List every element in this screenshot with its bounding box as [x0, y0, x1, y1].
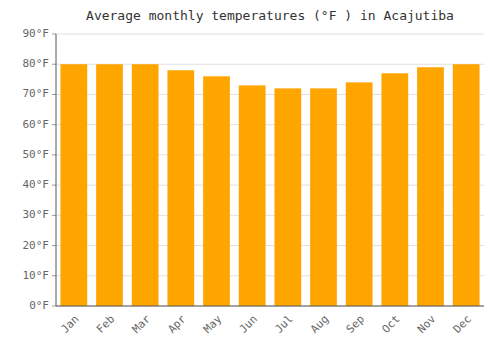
y-tick-label: 10°F [23, 269, 50, 282]
y-tick-label: 40°F [23, 178, 50, 191]
y-tick-label: 80°F [23, 57, 50, 70]
grid-line [56, 306, 484, 307]
y-axis-line [56, 34, 57, 306]
x-tick-label: Aug [308, 313, 331, 336]
y-tick [52, 154, 56, 155]
chart: 0°F 10°F 20°F 30°F 40°F 50°F 60°F 70°F 80°F 90°F J… [0, 0, 500, 350]
x-tick-label: Jun [237, 313, 260, 336]
y-axis: 0°F 10°F 20°F 30°F 40°F 50°F 60°F 70°F 80°F 90°F [23, 27, 57, 312]
x-axis-line [56, 306, 484, 307]
bar [239, 85, 266, 306]
y-tick [52, 94, 56, 95]
y-tick [52, 124, 56, 125]
x-tick-label: Sep [344, 313, 367, 336]
x-tick-label: Apr [165, 312, 189, 336]
y-tick [52, 306, 56, 307]
x-tick-label: Jul [272, 313, 295, 336]
bar [453, 64, 480, 306]
chart-container: 0°F 10°F 20°F 30°F 40°F 50°F 60°F 70°F 80°F 90°F J… [0, 0, 500, 350]
y-tick-label: 60°F [23, 118, 50, 131]
y-tick [52, 275, 56, 276]
bar [274, 88, 301, 306]
bar [381, 73, 408, 306]
y-tick-label: 20°F [23, 239, 50, 252]
bar [60, 64, 87, 306]
bar [310, 88, 337, 306]
y-grid [56, 34, 484, 306]
y-tick [52, 215, 56, 216]
y-tick [52, 245, 56, 246]
title: Average monthly temperatures (°F ) in Ac… [86, 8, 454, 23]
x-axis: Jan Feb Mar Apr May Jun Jul Aug Sep Oct Nov Dec [58, 312, 474, 336]
y-tick [52, 185, 56, 186]
background [0, 0, 500, 350]
x-tick-label: Jan [58, 313, 81, 336]
bar [346, 82, 373, 306]
grid-line [56, 34, 484, 35]
y-tick [52, 64, 56, 65]
y-tick-label: 90°F [23, 27, 50, 40]
x-tick-label: Oct [379, 313, 402, 336]
bar [167, 70, 194, 306]
x-tick-label: Nov [415, 312, 439, 336]
y-tick-label: 70°F [23, 87, 50, 100]
bar [96, 64, 123, 306]
y-tick-label: 30°F [23, 208, 50, 221]
bars [60, 64, 479, 306]
x-tick-label: Feb [94, 313, 117, 336]
bar [417, 67, 444, 306]
y-tick-label: 50°F [23, 148, 50, 161]
y-tick [52, 34, 56, 35]
x-tick-label: May [201, 312, 225, 336]
bar [132, 64, 159, 306]
x-tick-label: Mar [130, 312, 154, 336]
x-tick-label: Dec [451, 313, 474, 336]
bar [203, 76, 230, 306]
y-tick-label: 0°F [29, 299, 49, 312]
